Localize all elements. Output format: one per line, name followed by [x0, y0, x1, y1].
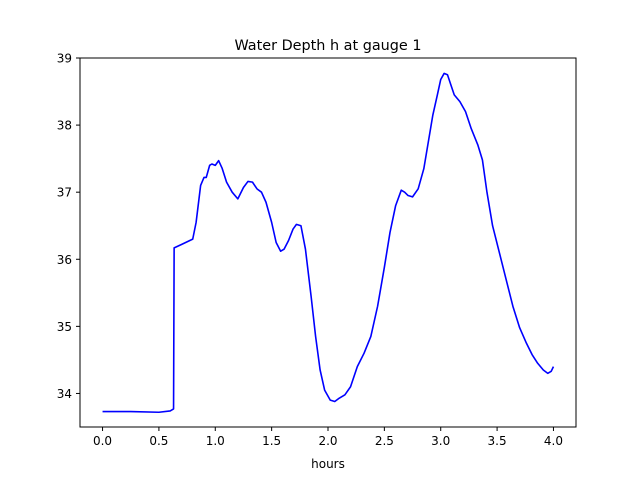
chart-title: Water Depth h at gauge 1: [234, 38, 421, 54]
x-tick-label: 4.0: [544, 434, 563, 448]
x-tick-label: 0.0: [93, 434, 112, 448]
x-tick-label: 2.5: [375, 434, 394, 448]
x-tick-label: 1.5: [262, 434, 281, 448]
series-line-0: [102, 72, 555, 414]
y-tick-label: 35: [57, 320, 72, 334]
x-tick-label: 1.0: [206, 434, 225, 448]
y-tick-label: 37: [57, 186, 72, 200]
x-tick-label: 3.0: [431, 434, 450, 448]
x-tick-label: 3.5: [488, 434, 507, 448]
y-tick-label: 39: [57, 52, 72, 66]
x-tick-label: 0.5: [149, 434, 168, 448]
y-tick-label: 36: [57, 253, 72, 267]
series-layer: [102, 72, 555, 414]
y-axis: 34 35 36 37 38 39: [57, 52, 80, 401]
y-tick-label: 34: [57, 387, 72, 401]
x-tick-label: 2.0: [318, 434, 337, 448]
plot-frame: [79, 57, 577, 428]
y-tick-label: 38: [57, 119, 72, 133]
x-axis: 0.0 0.5 1.0 1.5 2.0 2.5 3.0 3.5 4.0: [93, 427, 563, 448]
x-axis-label: hours: [311, 457, 345, 471]
